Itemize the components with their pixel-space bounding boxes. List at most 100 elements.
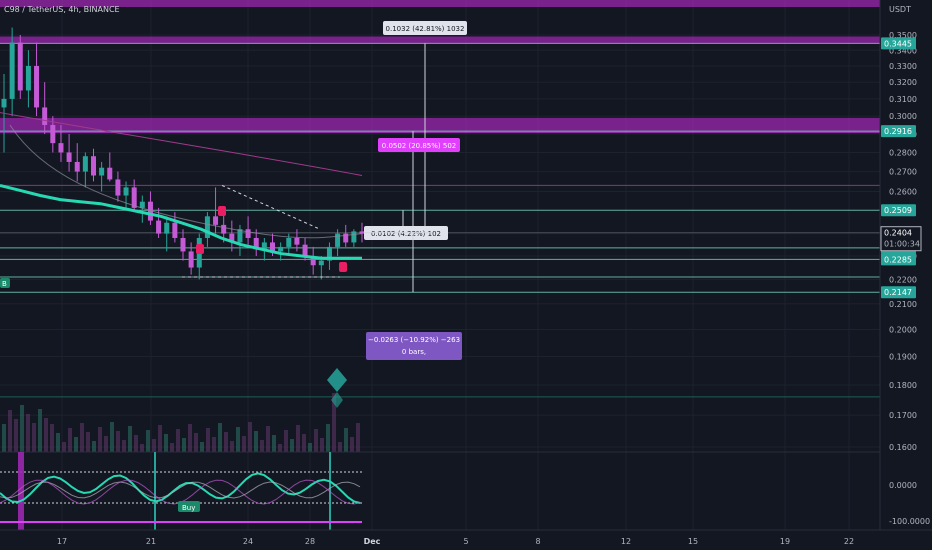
candles[interactable] [1, 27, 365, 280]
candle-2[interactable] [17, 42, 23, 91]
price-tick-1: 0.3400 [889, 46, 917, 55]
volume-bar-57 [344, 428, 348, 452]
volume-bar-9 [56, 433, 60, 452]
zone-1 [0, 36, 880, 44]
time-label-10: 22 [844, 537, 854, 546]
candle-11[interactable] [91, 156, 96, 176]
candle-17[interactable] [139, 201, 145, 208]
candle-7[interactable] [58, 143, 64, 153]
volume-bar-37 [224, 432, 228, 452]
volume-bar-50 [302, 434, 306, 452]
time-label-5: 5 [463, 537, 468, 546]
price-tick-5: 0.3000 [889, 112, 917, 121]
overlays: B [0, 112, 363, 408]
volume-bar-22 [134, 435, 138, 452]
candle-28[interactable] [229, 233, 235, 243]
candle-12[interactable] [99, 167, 105, 176]
candle-44[interactable] [359, 231, 365, 234]
candle-20[interactable] [164, 222, 170, 234]
candle-42[interactable] [343, 233, 349, 243]
candle-32[interactable] [261, 242, 267, 250]
price-tick-18: 0.1600 [889, 443, 917, 452]
candle-3[interactable] [25, 65, 31, 91]
candle-39[interactable] [318, 260, 324, 266]
candle-14[interactable] [115, 179, 121, 196]
volume-bar-7 [44, 418, 48, 452]
measure-label-box-0[interactable] [383, 21, 467, 35]
resistance-zones [0, 0, 880, 134]
measure-label-box-3[interactable] [366, 332, 462, 360]
volume-bar-17 [104, 436, 108, 452]
candle-33[interactable] [270, 242, 275, 252]
candle-43[interactable] [351, 231, 357, 243]
volume-bar-44 [266, 426, 270, 452]
volume-bar-2 [14, 419, 18, 452]
volume-bar-18 [110, 422, 114, 452]
time-axis-bg [0, 530, 932, 550]
price-axis-unit: USDT [889, 5, 911, 14]
candle-8[interactable] [66, 152, 72, 162]
ema-line [0, 183, 362, 260]
price-tick-15: 0.1900 [889, 353, 917, 362]
volume-bar-15 [92, 441, 96, 452]
price-badge-1 [881, 125, 916, 138]
time-label-7: 12 [621, 537, 631, 546]
price-badge-text-0: 0.3445 [884, 39, 912, 48]
volume-bar-46 [278, 444, 282, 452]
volume-bar-23 [140, 444, 144, 452]
candle-23[interactable] [188, 251, 194, 268]
buy-badge [178, 501, 200, 512]
candle-10[interactable] [82, 156, 88, 172]
volume-bar-45 [272, 435, 276, 452]
time-label-4: Dec [364, 537, 381, 546]
oscillator-pane: Buy [0, 451, 880, 530]
candle-6[interactable] [50, 124, 56, 144]
candle-15[interactable] [123, 187, 129, 196]
volume-bar-20 [122, 440, 126, 452]
measure-label-2: 0.0102 (4.22%) 102 [371, 230, 441, 238]
candle-9[interactable] [74, 161, 80, 172]
volume-bar-49 [296, 425, 300, 452]
candle-27[interactable] [221, 224, 227, 234]
candle-26[interactable] [213, 216, 219, 225]
candle-19[interactable] [156, 220, 162, 234]
candle-25[interactable] [204, 216, 210, 238]
time-label-1: 21 [146, 537, 156, 546]
price-tick-3: 0.3200 [889, 78, 917, 87]
candle-37[interactable] [302, 244, 308, 256]
candle-13[interactable] [107, 167, 113, 180]
price-tick-2: 0.3300 [889, 62, 917, 71]
price-tick-12: 0.2200 [889, 275, 917, 284]
price-tick-7: 0.2800 [889, 148, 917, 157]
candle-38[interactable] [310, 255, 316, 266]
price-badge-0 [881, 37, 916, 50]
candle-5[interactable] [42, 107, 48, 125]
time-label-0: 17 [57, 537, 67, 546]
candle-34[interactable] [278, 246, 284, 252]
volume-bar-8 [50, 424, 54, 452]
zone-0 [0, 0, 880, 7]
candle-31[interactable] [253, 237, 259, 250]
symbol-header[interactable]: C98 / TetherUS, 4h, BINANCE [4, 5, 120, 14]
candle-41[interactable] [335, 233, 341, 247]
measure-label-box-1[interactable] [378, 138, 460, 152]
candle-36[interactable] [294, 237, 300, 245]
volume-bar-24 [146, 430, 150, 452]
measure-label-0: 0.1032 (42.81%) 1032 [386, 25, 465, 33]
candle-16[interactable] [131, 187, 137, 208]
candle-1[interactable] [9, 42, 15, 99]
countdown-text: 01:00:34 [884, 240, 920, 249]
candle-40[interactable] [326, 246, 332, 261]
volume-bar-5 [32, 423, 36, 452]
candle-18[interactable] [147, 201, 153, 221]
measurement-tools[interactable]: 0.1032 (42.81%) 1032 0.0502 (20.85%) 502 0… [364, 21, 467, 360]
candle-35[interactable] [286, 237, 292, 247]
candle-21[interactable] [172, 222, 178, 238]
candle-0[interactable] [1, 98, 7, 108]
candle-22[interactable] [180, 237, 186, 252]
candle-30[interactable] [245, 229, 251, 238]
price-tick-9: 0.2600 [889, 187, 917, 196]
candle-4[interactable] [34, 65, 40, 108]
candle-29[interactable] [237, 229, 243, 243]
